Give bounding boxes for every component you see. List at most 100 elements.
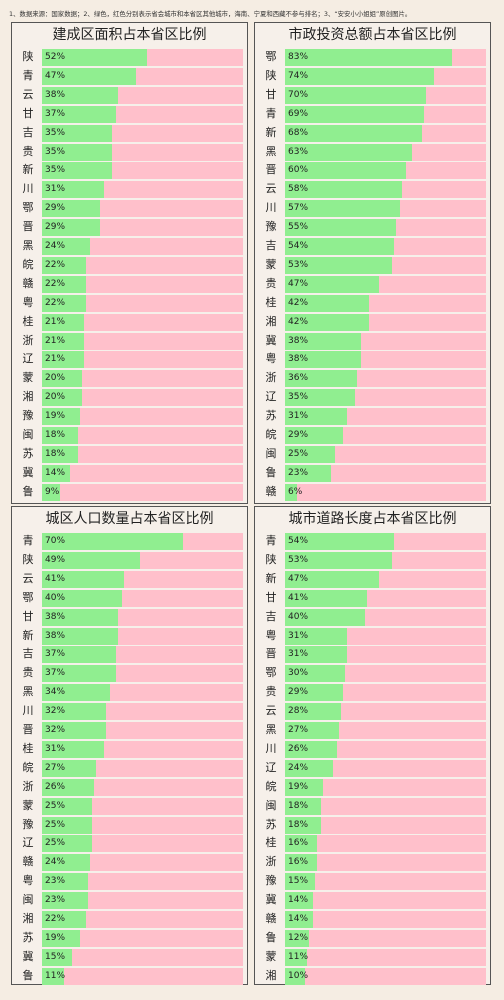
- bar-other-cities: 29%: [42, 219, 243, 237]
- bar-capital-city: [42, 948, 73, 966]
- bar-row: 湘 22%: [16, 909, 243, 929]
- bar-capital-city: [285, 948, 308, 966]
- bar-other-cities: 23%: [42, 873, 243, 891]
- bar-other-cities: 19%: [285, 778, 486, 796]
- value-label: 35%: [45, 165, 66, 176]
- value-label: 69%: [288, 108, 309, 119]
- bar-row: 贵 35%: [16, 142, 243, 162]
- bar-row: 新 38%: [16, 626, 243, 646]
- bar-capital-city: [285, 427, 344, 444]
- bar-row: 苏 19%: [16, 928, 243, 948]
- category-label: 冀: [265, 333, 277, 347]
- bar-row: 吉 35%: [16, 123, 243, 143]
- bar-capital-city: [42, 570, 125, 588]
- bar-other-cities: 25%: [42, 797, 243, 815]
- bar-other-cities: 16%: [285, 854, 486, 872]
- bar-other-cities: 14%: [285, 911, 486, 928]
- bar-row: 皖 29%: [259, 425, 486, 445]
- bar-other-cities: 14%: [285, 892, 486, 910]
- value-label: 32%: [45, 706, 66, 717]
- bar-other-cities: 36%: [285, 370, 486, 388]
- bar-other-cities: 47%: [42, 67, 243, 85]
- bar-capital-city: [42, 256, 87, 274]
- bar-row: 粤 31%: [259, 626, 486, 646]
- bar-row: 陕 74%: [259, 66, 486, 86]
- value-label: 24%: [45, 241, 66, 251]
- value-label: 68%: [288, 127, 309, 138]
- bar-capital-city: [42, 646, 117, 664]
- bar-row: 川 57%: [259, 198, 486, 218]
- bar-capital-city: [285, 778, 324, 796]
- bar-capital-city: [285, 256, 392, 274]
- bar-capital-city: [285, 105, 424, 123]
- category-label: 赣: [265, 484, 277, 498]
- category-label: 吉: [22, 647, 34, 661]
- category-label: 闽: [265, 798, 277, 812]
- value-label: 58%: [288, 184, 309, 195]
- bar-other-cities: 26%: [285, 740, 486, 758]
- bar-capital-city: [285, 464, 332, 482]
- bar-row: 晋 31%: [259, 644, 486, 664]
- value-label: 30%: [288, 668, 309, 679]
- category-label: 甘: [22, 609, 34, 623]
- bar-capital-city: [42, 445, 79, 463]
- bar-other-cities: 70%: [285, 86, 486, 104]
- bar-row: 辽 24%: [259, 758, 486, 778]
- bar-capital-city: [42, 313, 85, 331]
- bar-capital-city: [285, 86, 426, 104]
- bar-row: 黑 63%: [259, 142, 486, 162]
- bar-row: 新 47%: [259, 569, 486, 589]
- bar-row: 陕 52%: [16, 47, 243, 67]
- category-label: 陕: [265, 68, 277, 82]
- category-label: 桂: [265, 295, 277, 309]
- category-label: 苏: [265, 817, 277, 831]
- bar-other-cities: 23%: [42, 892, 243, 910]
- bar-row: 甘 70%: [259, 85, 486, 105]
- value-label: 11%: [288, 951, 309, 962]
- value-label: 70%: [45, 536, 66, 546]
- bar-other-cities: 27%: [42, 759, 243, 777]
- category-label: 浙: [265, 371, 277, 385]
- bar-capital-city: [42, 665, 117, 683]
- bar-row: 鄂 29%: [16, 198, 243, 218]
- value-label: 83%: [288, 52, 309, 62]
- bar-capital-city: [42, 427, 79, 444]
- bar-capital-city: [285, 835, 318, 853]
- bar-capital-city: [285, 124, 422, 142]
- bar-row: 浙 26%: [16, 777, 243, 797]
- bar-row: 赣 6%: [259, 482, 486, 502]
- bar-row: 闽 18%: [16, 425, 243, 445]
- category-label: 闽: [22, 428, 34, 441]
- category-label: 云: [265, 704, 277, 718]
- bar-row: 闽 18%: [259, 796, 486, 816]
- bar-row: 贵 37%: [16, 663, 243, 683]
- bar-row: 桂 42%: [259, 293, 486, 313]
- bar-row: 新 35%: [16, 160, 243, 180]
- value-label: 31%: [288, 630, 309, 641]
- source-note: 1、数据来源：国家数据；2、绿色，红色分别表示省会城市和本省区其他城市，海南、宁…: [9, 10, 412, 18]
- bar-row: 蒙 20%: [16, 368, 243, 388]
- value-label: 24%: [45, 857, 66, 868]
- category-label: 青: [265, 106, 277, 120]
- value-label: 54%: [288, 536, 309, 546]
- value-label: 38%: [45, 89, 66, 100]
- category-label: 豫: [265, 220, 277, 234]
- bar-capital-city: [285, 854, 318, 872]
- category-label: 浙: [265, 855, 277, 869]
- value-label: 38%: [45, 611, 66, 622]
- value-label: 40%: [45, 592, 66, 603]
- bar-other-cities: 6%: [285, 483, 486, 501]
- value-label: 21%: [45, 335, 66, 346]
- chart-title: 市政投资总额占本省区比例: [288, 27, 457, 43]
- bar-capital-city: [42, 238, 91, 255]
- value-label: 53%: [288, 554, 309, 565]
- category-label: 冀: [22, 465, 34, 479]
- bar-row: 陕 53%: [259, 550, 486, 570]
- bar-row: 浙 21%: [16, 331, 243, 351]
- bar-other-cities: 63%: [285, 143, 486, 161]
- value-label: 22%: [45, 278, 66, 289]
- category-label: 辽: [22, 352, 34, 366]
- value-label: 55%: [288, 222, 309, 233]
- value-label: 14%: [288, 914, 309, 924]
- category-label: 晋: [22, 723, 34, 736]
